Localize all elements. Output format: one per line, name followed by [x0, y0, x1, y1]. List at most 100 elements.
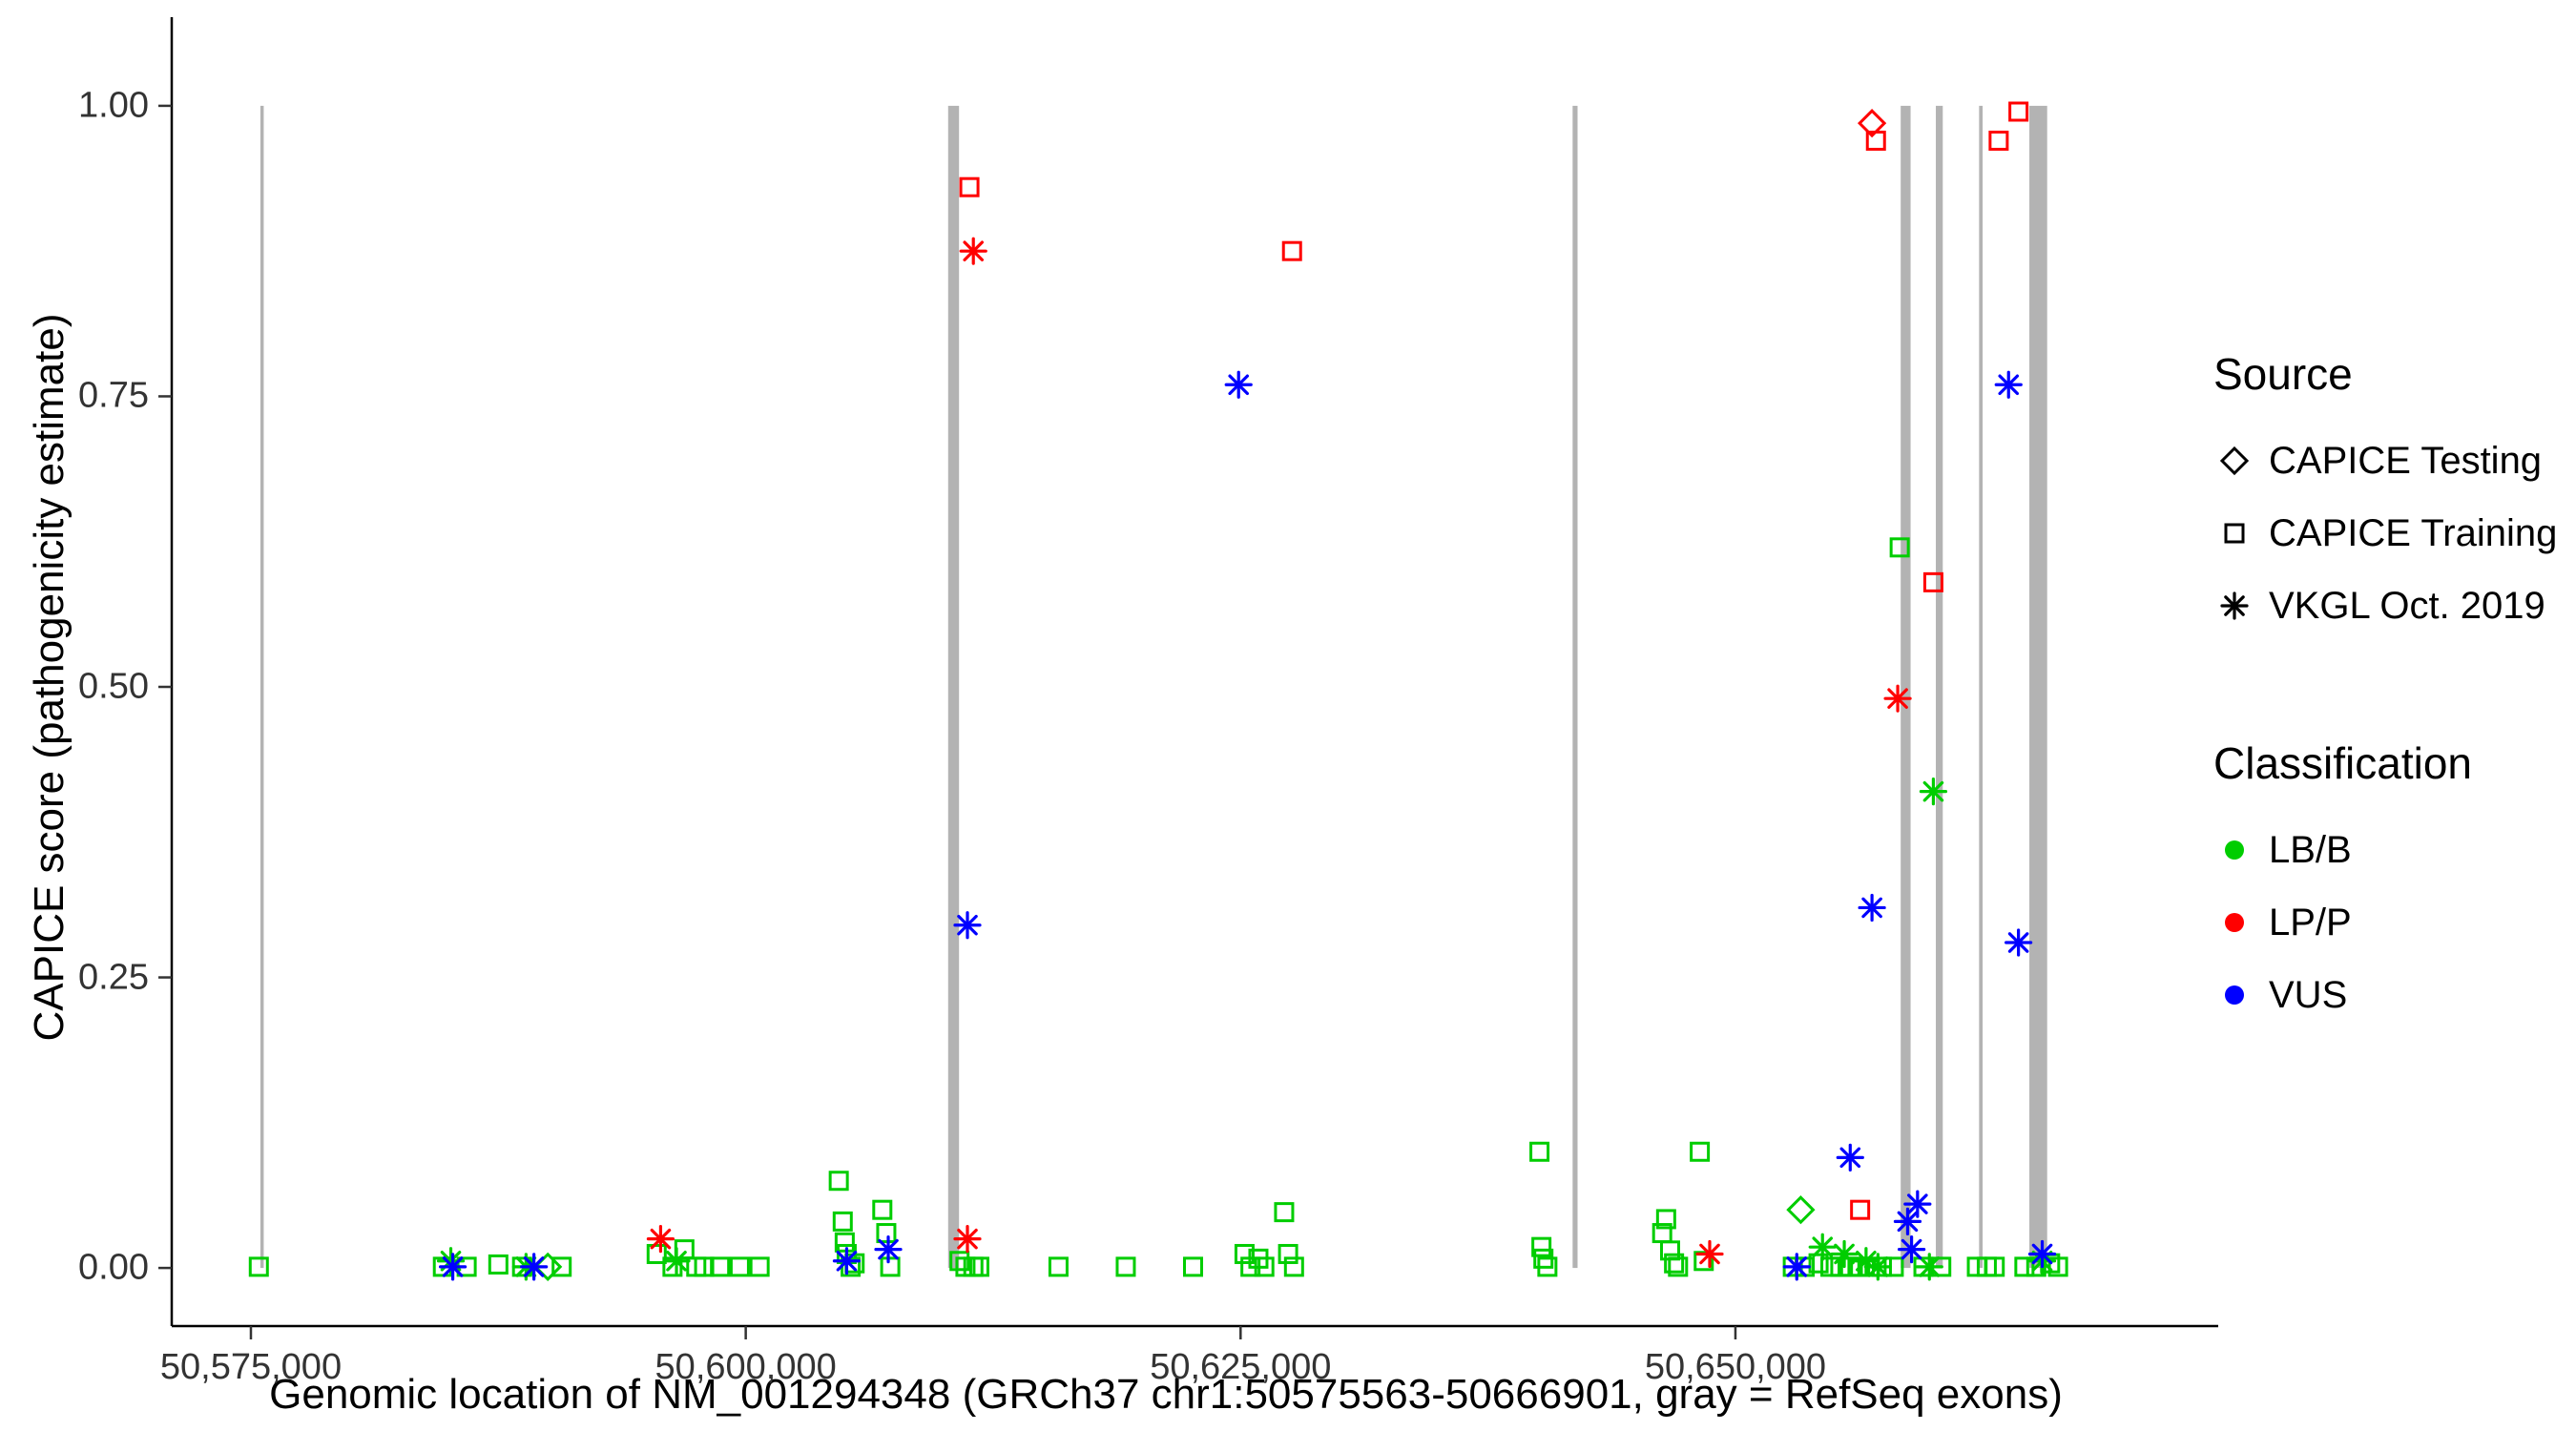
legend-item-vkgl-oct-2019-label: VKGL Oct. 2019	[2269, 584, 2545, 627]
legend-color-dot-icon	[2213, 902, 2269, 944]
refseq-exon-band	[260, 105, 264, 1269]
data-point-square	[1889, 537, 1910, 558]
data-point-asterisk	[2007, 932, 2029, 953]
data-point-square	[710, 1256, 731, 1277]
refseq-exon-band	[1979, 105, 1984, 1269]
x-tick-label: 50,600,000	[654, 1347, 837, 1387]
data-point-square	[2008, 101, 2029, 122]
data-point-asterisk	[1228, 374, 1250, 396]
x-tick-label: 50,625,000	[1150, 1347, 1332, 1387]
data-point-asterisk	[442, 1256, 464, 1277]
data-point-asterisk	[666, 1250, 687, 1272]
data-point-square	[949, 1251, 970, 1272]
legend-square-icon	[2213, 512, 2269, 554]
legend-item-lb-b-label: LB/B	[2269, 828, 2352, 871]
legend-classification-items: LB/B LP/P VUS	[2213, 814, 2566, 1031]
data-point-square	[1693, 1251, 1714, 1272]
data-point-asterisk	[1839, 1147, 1861, 1169]
data-point-asterisk	[1897, 1211, 1919, 1233]
legend: Source CAPICE Testing CAPICE Training VKGL…	[2213, 348, 2566, 1031]
y-tick-label: 0.75	[78, 375, 149, 416]
data-point-square	[1274, 1202, 1295, 1223]
data-point-asterisk	[1887, 688, 1908, 709]
data-point-asterisk	[878, 1238, 899, 1260]
data-point-square	[1048, 1256, 1069, 1277]
legend-diamond-icon	[2213, 440, 2269, 482]
data-point-square	[1234, 1243, 1255, 1264]
data-point-diamond	[1857, 109, 1887, 138]
data-point-asterisk	[1919, 1256, 1941, 1277]
data-point-square	[749, 1256, 770, 1277]
data-point-asterisk	[650, 1228, 672, 1250]
data-point-asterisk	[1901, 1238, 1922, 1260]
refseq-exon-band	[1936, 105, 1943, 1269]
data-point-square	[1278, 1243, 1298, 1264]
data-point-asterisk	[1922, 780, 1944, 802]
data-point-square	[1537, 1256, 1558, 1277]
refseq-exon-band	[1901, 105, 1911, 1269]
data-point-square	[832, 1211, 853, 1232]
legend-source-items: CAPICE Testing CAPICE Training VKGL Oct. 2…	[2213, 425, 2566, 642]
data-point-square	[1865, 130, 1886, 151]
data-point-square	[1183, 1256, 1204, 1277]
data-point-square	[834, 1232, 855, 1253]
data-point-square	[1115, 1256, 1136, 1277]
legend-item-lp-p: LP/P	[2213, 886, 2566, 959]
refseq-exon-band	[2029, 105, 2047, 1269]
data-point-square	[1283, 1256, 1304, 1277]
data-point-square	[1922, 571, 1943, 592]
legend-item-capice-training-label: CAPICE Training	[2269, 511, 2558, 554]
legend-color-dot-icon	[2213, 829, 2269, 871]
x-tick-label: 50,650,000	[1644, 1347, 1827, 1387]
data-point-asterisk	[1812, 1236, 1834, 1257]
legend-color-dot-icon	[2213, 974, 2269, 1016]
refseq-exon-band	[947, 105, 960, 1269]
y-tick-label: 0.50	[78, 666, 149, 707]
data-point-square	[1529, 1141, 1550, 1162]
legend-classification-title: Classification	[2213, 738, 2472, 788]
data-point-square	[1531, 1236, 1552, 1257]
data-point-asterisk	[1834, 1243, 1855, 1265]
y-tick-label: 0.00	[78, 1247, 149, 1288]
legend-item-vkgl-oct-2019: VKGL Oct. 2019	[2213, 570, 2566, 642]
data-point-asterisk	[957, 914, 978, 936]
data-point-asterisk	[836, 1250, 858, 1272]
data-point-square	[968, 1256, 989, 1277]
data-point-square	[1281, 240, 1302, 261]
legend-item-capice-testing-label: CAPICE Testing	[2269, 439, 2543, 482]
data-point-asterisk	[1856, 1250, 1877, 1272]
data-point-square	[1254, 1256, 1275, 1277]
legend-item-lb-b: LB/B	[2213, 814, 2566, 886]
x-axis-title: Genomic location of NM_001294348 (GRCh37…	[269, 1371, 2063, 1418]
legend-item-capice-testing: CAPICE Testing	[2213, 425, 2566, 497]
data-point-asterisk	[523, 1256, 545, 1277]
x-tick-label: 50,575,000	[159, 1347, 343, 1387]
data-point-asterisk	[1861, 897, 1882, 919]
legend-source-title: Source	[2213, 349, 2353, 399]
data-point-asterisk	[1998, 374, 2020, 396]
data-point-square	[674, 1239, 695, 1260]
data-point-square	[2014, 1256, 2035, 1277]
data-point-square	[1655, 1209, 1676, 1230]
data-point-asterisk	[963, 240, 985, 261]
data-point-diamond	[1786, 1195, 1816, 1225]
legend-item-lp-p-label: LP/P	[2269, 901, 2352, 944]
data-point-asterisk	[1699, 1243, 1720, 1265]
data-point-square	[872, 1199, 893, 1220]
data-point-square	[1988, 130, 2009, 151]
data-point-square	[1850, 1199, 1871, 1220]
data-point-square	[876, 1223, 897, 1244]
legend-item-vus-label: VUS	[2269, 973, 2348, 1016]
data-point-asterisk	[1786, 1256, 1808, 1277]
data-point-asterisk	[1867, 1256, 1889, 1277]
data-point-square	[1668, 1256, 1689, 1277]
data-point-square	[1984, 1256, 2005, 1277]
data-point-square	[1808, 1253, 1829, 1274]
data-point-square	[1664, 1253, 1685, 1274]
y-tick-label: 1.00	[78, 85, 149, 126]
data-point-asterisk	[957, 1228, 978, 1250]
refseq-exon-band	[1572, 105, 1578, 1269]
legend-asterisk-icon	[2213, 585, 2269, 627]
